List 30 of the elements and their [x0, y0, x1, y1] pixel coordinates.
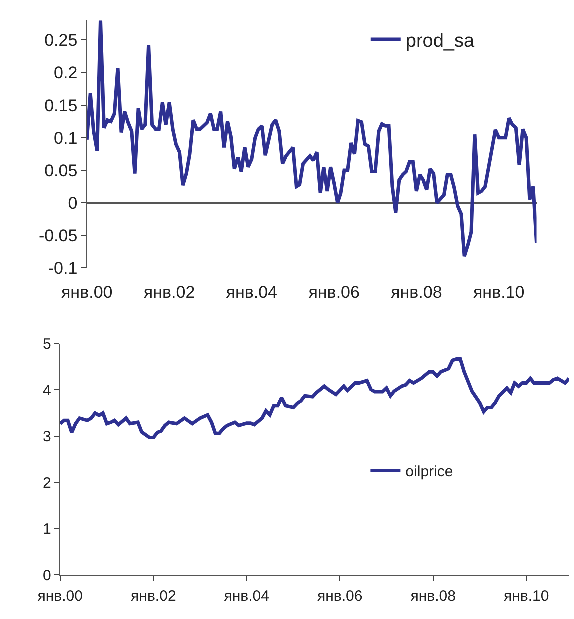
legend-label: prod_sa — [406, 30, 475, 52]
line-series — [60, 357, 570, 440]
x-tick-label: янв.04 — [226, 283, 278, 302]
y-tick-label: 0 — [43, 567, 52, 584]
y-tick-label: 5 — [43, 336, 52, 354]
line-series — [87, 20, 537, 258]
y-tick-label: 0.25 — [44, 31, 78, 50]
y-tick-label: 0.05 — [44, 161, 78, 180]
y-tick-label: 3 — [43, 428, 52, 446]
x-tick-label: янв.06 — [318, 588, 363, 606]
y-tick-label: 0.2 — [54, 64, 78, 83]
x-tick-label: янв.02 — [131, 588, 176, 606]
x-tick-label: янв.10 — [473, 283, 525, 302]
x-tick-label: янв.00 — [38, 588, 83, 606]
y-tick-label: -0.05 — [38, 226, 78, 246]
x-tick-label: янв.08 — [391, 283, 442, 302]
legend-label: oilprice — [406, 464, 454, 481]
y-tick-label: 0 — [68, 194, 78, 213]
y-tick-label: 0.1 — [54, 128, 78, 148]
x-tick-label: янв.00 — [61, 283, 113, 302]
x-tick-label: янв.02 — [144, 283, 196, 302]
y-tick-label: 0.15 — [44, 96, 78, 116]
x-tick-label: янв.06 — [308, 283, 360, 302]
x-tick-label: янв.04 — [224, 588, 270, 606]
y-tick-label: 4 — [43, 382, 52, 400]
x-tick-label: янв.08 — [410, 588, 456, 606]
y-tick-label: 2 — [43, 474, 52, 492]
y-tick-label: -0.1 — [48, 259, 78, 278]
y-tick-label: 1 — [43, 521, 52, 538]
x-tick-label: янв.10 — [504, 588, 550, 606]
